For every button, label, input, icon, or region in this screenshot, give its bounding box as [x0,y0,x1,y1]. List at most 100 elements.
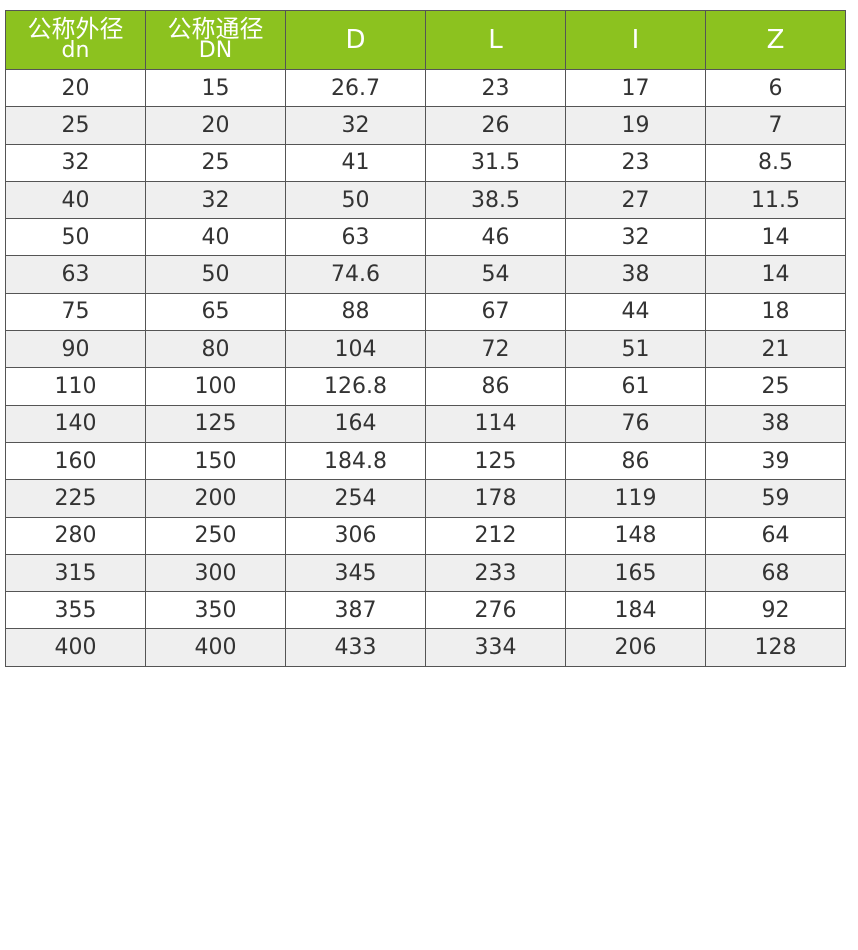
header-I: I [565,10,706,70]
cell-I: 23 [565,143,706,182]
cell-L: 67 [425,292,566,332]
table-row: 225 200 254 178 119 59 [5,479,846,518]
cell-D: 433 [285,628,426,667]
cell-outer-diameter-dn: 40 [5,180,146,220]
header-L: L [425,10,566,70]
cell-L: 334 [425,628,566,667]
cell-I: 44 [565,292,706,332]
cell-Z: 21 [705,330,846,369]
table-row: 40 32 50 38.5 27 11.5 [5,180,846,220]
cell-L: 54 [425,255,566,294]
cell-L: 233 [425,553,566,593]
cell-D: 41 [285,143,426,182]
cell-outer-diameter-dn: 90 [5,330,146,369]
cell-nominal-diameter-DN: 65 [145,292,286,332]
cell-L: 72 [425,330,566,369]
cell-outer-diameter-dn: 315 [5,553,146,593]
header-sublabel: dn [61,38,90,63]
cell-Z: 128 [705,628,846,667]
cell-L: 276 [425,591,566,630]
cell-outer-diameter-dn: 20 [5,68,146,108]
header-Z: Z [705,10,846,70]
cell-Z: 11.5 [705,180,846,220]
cell-Z: 64 [705,516,846,555]
cell-Z: 7 [705,106,846,145]
cell-outer-diameter-dn: 140 [5,404,146,443]
cell-outer-diameter-dn: 110 [5,367,146,406]
cell-Z: 14 [705,255,846,294]
table-row: 110 100 126.8 86 61 25 [5,367,846,406]
cell-D: 345 [285,553,426,593]
cell-I: 206 [565,628,706,667]
table-row: 32 25 41 31.5 23 8.5 [5,143,846,182]
cell-nominal-diameter-DN: 20 [145,106,286,145]
cell-nominal-diameter-DN: 40 [145,218,286,257]
header-label: 公称外径 [27,15,124,43]
table-row: 400 400 433 334 206 128 [5,628,846,667]
cell-nominal-diameter-DN: 50 [145,255,286,294]
cell-nominal-diameter-DN: 250 [145,516,286,555]
table-row: 160 150 184.8 125 86 39 [5,441,846,481]
cell-L: 46 [425,218,566,257]
table-row: 50 40 63 46 32 14 [5,218,846,257]
header-row: 公称外径 dn 公称通径 DN D L I Z [5,10,846,70]
cell-I: 19 [565,106,706,145]
header-D: D [285,10,426,70]
cell-D: 32 [285,106,426,145]
cell-D: 254 [285,479,426,518]
table-row: 315 300 345 233 165 68 [5,553,846,593]
cell-nominal-diameter-DN: 200 [145,479,286,518]
cell-D: 63 [285,218,426,257]
cell-Z: 59 [705,479,846,518]
cell-Z: 18 [705,292,846,332]
cell-L: 86 [425,367,566,406]
cell-Z: 14 [705,218,846,257]
cell-I: 61 [565,367,706,406]
table-row: 355 350 387 276 184 92 [5,591,846,630]
cell-L: 125 [425,441,566,481]
cell-nominal-diameter-DN: 80 [145,330,286,369]
cell-nominal-diameter-DN: 300 [145,553,286,593]
cell-I: 17 [565,68,706,108]
cell-L: 31.5 [425,143,566,182]
cell-D: 126.8 [285,367,426,406]
cell-L: 23 [425,68,566,108]
cell-Z: 25 [705,367,846,406]
cell-outer-diameter-dn: 355 [5,591,146,630]
table-row: 63 50 74.6 54 38 14 [5,255,846,294]
table-row: 90 80 104 72 51 21 [5,330,846,369]
cell-Z: 92 [705,591,846,630]
cell-Z: 8.5 [705,143,846,182]
cell-D: 306 [285,516,426,555]
cell-D: 74.6 [285,255,426,294]
table-row: 20 15 26.7 23 17 6 [5,68,846,108]
cell-nominal-diameter-DN: 25 [145,143,286,182]
cell-Z: 68 [705,553,846,593]
cell-D: 184.8 [285,441,426,481]
cell-nominal-diameter-DN: 100 [145,367,286,406]
cell-D: 104 [285,330,426,369]
header-sublabel: DN [198,38,233,63]
cell-D: 164 [285,404,426,443]
cell-nominal-diameter-DN: 15 [145,68,286,108]
cell-outer-diameter-dn: 25 [5,106,146,145]
cell-I: 32 [565,218,706,257]
cell-nominal-diameter-DN: 400 [145,628,286,667]
header-outer-diameter-dn: 公称外径 dn [5,10,146,70]
table-row: 25 20 32 26 19 7 [5,106,846,145]
header-label: 公称通径 [167,15,264,43]
cell-Z: 39 [705,441,846,481]
table-row: 140 125 164 114 76 38 [5,404,846,443]
cell-I: 119 [565,479,706,518]
cell-Z: 6 [705,68,846,108]
cell-I: 38 [565,255,706,294]
cell-L: 26 [425,106,566,145]
cell-I: 76 [565,404,706,443]
cell-I: 51 [565,330,706,369]
cell-outer-diameter-dn: 50 [5,218,146,257]
cell-outer-diameter-dn: 225 [5,479,146,518]
cell-outer-diameter-dn: 400 [5,628,146,667]
cell-L: 114 [425,404,566,443]
cell-Z: 38 [705,404,846,443]
table-row: 75 65 88 67 44 18 [5,292,846,332]
